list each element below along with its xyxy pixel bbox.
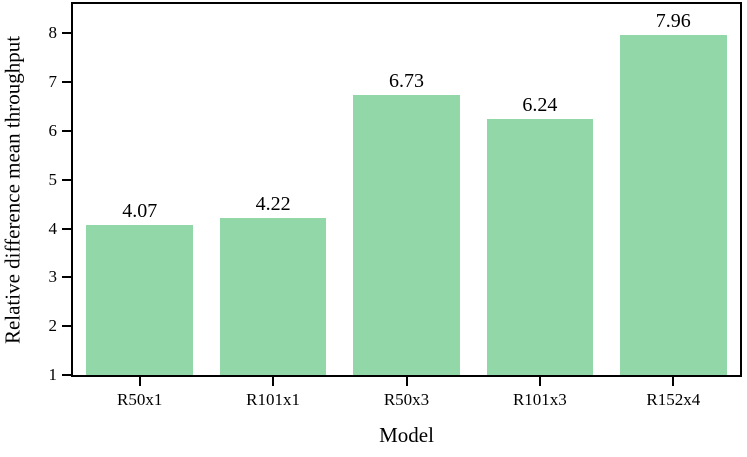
bar-value-label: 7.96 [655, 10, 691, 33]
x-axis-label: Model [379, 423, 434, 447]
y-tick-label: 2 [48, 316, 58, 336]
y-tick [62, 81, 71, 84]
bar [619, 35, 727, 375]
y-tick [62, 276, 71, 279]
x-tick [272, 377, 275, 386]
x-tick [405, 377, 408, 386]
x-tick [538, 377, 541, 386]
y-tick-label: 8 [48, 23, 58, 43]
y-tick [62, 325, 71, 328]
x-tick [672, 377, 675, 386]
bar [219, 217, 327, 375]
y-tick [62, 32, 71, 35]
x-tick-label: R50x3 [383, 390, 430, 409]
x-tick-label: R152x4 [646, 390, 701, 409]
y-tick [62, 178, 71, 181]
y-tick-label: 1 [48, 365, 58, 384]
x-tick-label: R101x3 [512, 390, 567, 409]
y-tick [62, 129, 71, 132]
bar [86, 225, 194, 375]
y-tick-label: 7 [48, 72, 58, 92]
bar-value-label: 4.07 [122, 200, 158, 223]
bar [486, 119, 594, 375]
plot-area: 1 2 3 4 5 6 7 8 4.07 R50x1 4.22 R101x1 6.73 R50x3 6.24… [49, 2, 742, 409]
y-tick-label: 6 [48, 120, 58, 140]
y-tick-label: 5 [48, 169, 58, 189]
bar-value-label: 6.24 [522, 94, 558, 117]
y-tick [62, 374, 71, 376]
bar-value-label: 6.73 [389, 70, 424, 93]
bar [353, 95, 460, 375]
x-tick-label: R50x1 [117, 390, 163, 409]
bar-value-label: 4.22 [255, 192, 291, 215]
x-tick-label: R101x1 [246, 390, 301, 409]
y-tick [62, 227, 71, 230]
x-tick [138, 377, 141, 386]
y-tick-label: 4 [48, 218, 58, 238]
y-tick-label: 3 [48, 267, 58, 287]
